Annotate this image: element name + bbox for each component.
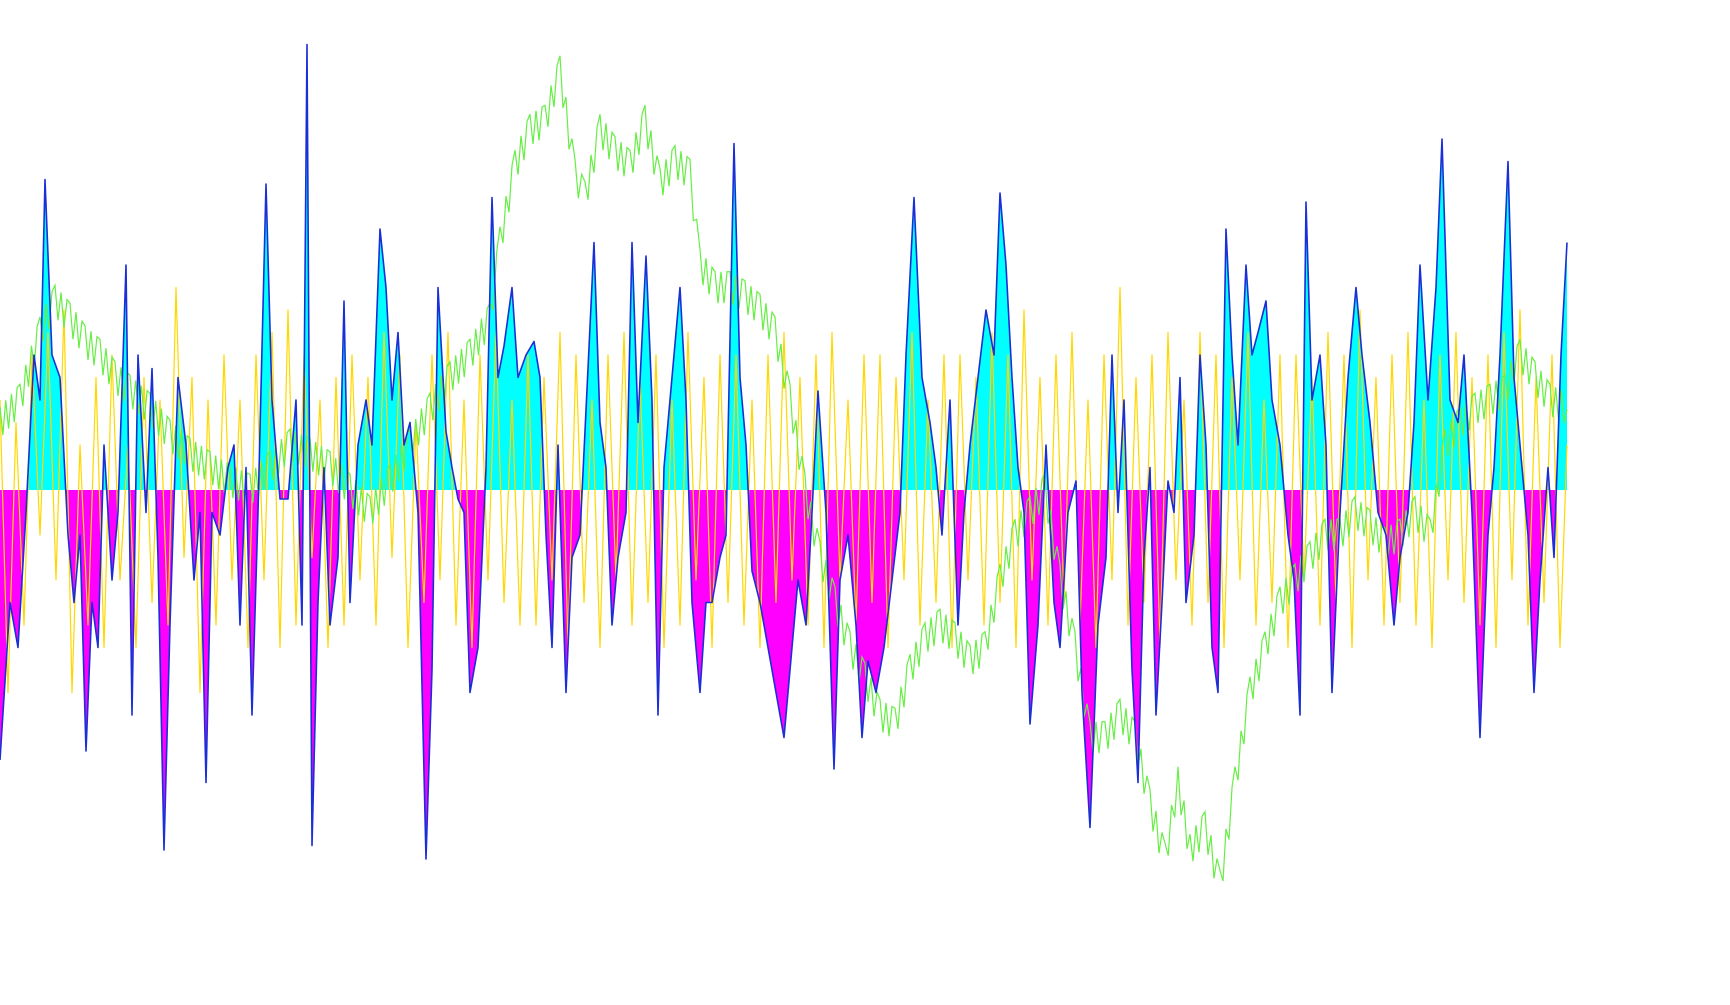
negative-area-segment	[768, 490, 776, 693]
negative-area-segment	[1534, 490, 1540, 693]
negative-area-segment	[760, 490, 768, 648]
negative-area-segment	[856, 490, 862, 738]
positive-area-segment	[1428, 287, 1436, 490]
positive-area-segment	[646, 256, 652, 490]
main-line-layer	[0, 43, 1568, 860]
main-oscillator-line	[0, 43, 1568, 860]
negative-area-segment	[1212, 490, 1218, 693]
positive-area-segment	[1561, 242, 1567, 490]
overlay-line-layer	[0, 55, 1568, 882]
positive-area-segment	[1436, 139, 1442, 490]
negative-area-segment	[1386, 490, 1394, 625]
positive-area-segment	[672, 287, 680, 490]
positive-area-segment	[534, 341, 540, 490]
negative-area-segment	[840, 490, 848, 580]
positive-area-segment	[446, 431, 452, 490]
negative-area-segment	[10, 490, 18, 648]
yellow-signal-line	[0, 286, 1568, 694]
negative-area-segment	[1030, 490, 1038, 724]
negative-area-segment	[212, 490, 220, 535]
positive-area-segment	[1258, 301, 1266, 490]
negative-area-segment	[876, 490, 884, 693]
positive-area-segment	[518, 355, 526, 490]
negative-area-segment	[68, 490, 74, 603]
positive-area-segment	[914, 197, 922, 490]
negative-area-segment	[1394, 490, 1400, 625]
positive-area-segment	[512, 287, 518, 490]
positive-area-segment	[922, 377, 930, 490]
positive-area-segment	[228, 445, 234, 490]
positive-area-segment	[1272, 400, 1280, 490]
positive-area-segment	[740, 377, 746, 490]
positive-area-segment	[1266, 301, 1272, 490]
negative-area-segment	[1082, 490, 1090, 828]
positive-area-segment	[1000, 193, 1006, 490]
positive-area-segment	[1348, 287, 1356, 490]
positive-area-segment	[1226, 229, 1232, 490]
green-trend-line	[0, 55, 1568, 882]
negative-area-segment	[784, 490, 792, 738]
negative-area-segment	[618, 490, 626, 558]
negative-area-segment	[884, 490, 892, 648]
positive-area-segment	[52, 355, 60, 490]
positive-area-segment	[638, 256, 646, 490]
positive-area-segment	[994, 193, 1000, 490]
negative-area-segment	[1132, 490, 1138, 783]
negative-area-segment	[0, 490, 10, 760]
positive-area-segment	[978, 310, 986, 490]
negative-area-segment	[426, 490, 432, 859]
negative-area-segment	[848, 490, 856, 625]
positive-area-segment	[1252, 332, 1258, 490]
negative-area-segment	[1098, 490, 1106, 625]
negative-area-segment	[700, 490, 706, 693]
positive-area-segment	[1420, 265, 1428, 490]
positive-area-segment	[906, 197, 914, 490]
negative-area-segment	[1294, 490, 1300, 715]
